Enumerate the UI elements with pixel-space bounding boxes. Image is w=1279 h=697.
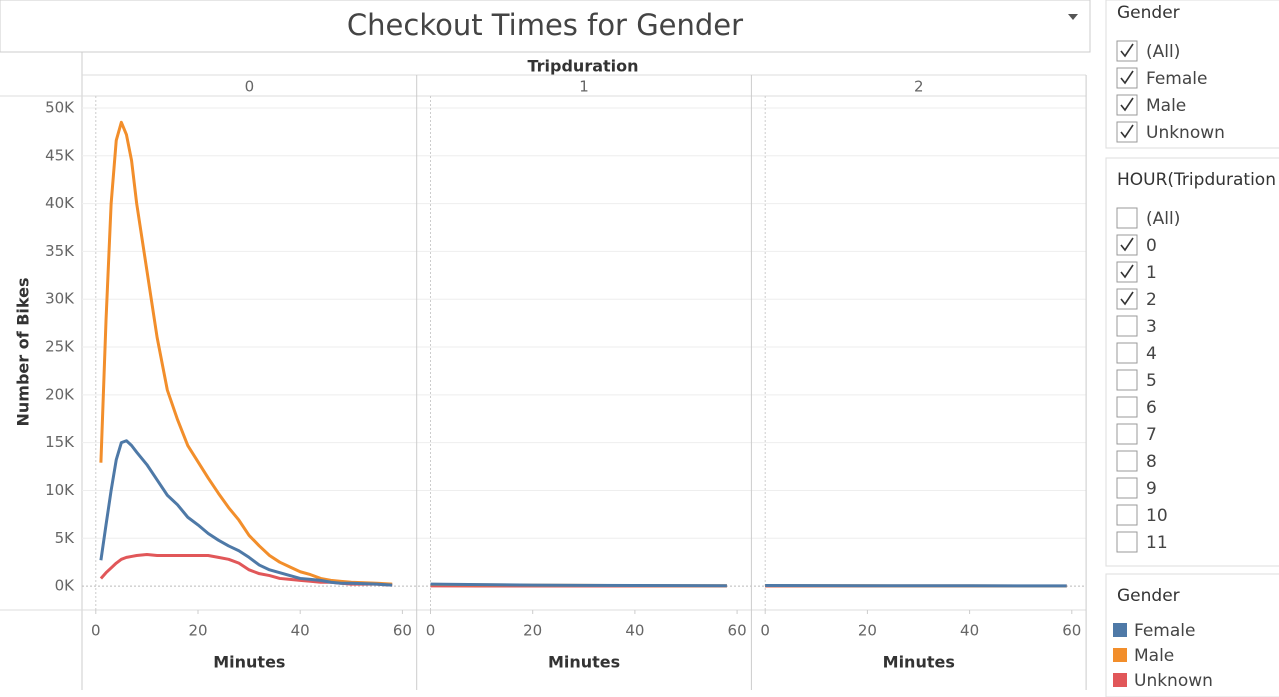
legend-title: Gender <box>1117 586 1180 606</box>
filter-title: HOUR(Tripduration <box>1117 170 1276 190</box>
filter-item-label[interactable]: 0 <box>1146 236 1157 256</box>
filter-item-label[interactable]: Male <box>1146 96 1186 116</box>
y-tick-label: 45K <box>45 146 75 164</box>
x-tick-label: 20 <box>188 622 207 640</box>
series-line <box>430 582 727 588</box>
legend-swatch <box>1113 623 1127 637</box>
dropdown-arrow[interactable] <box>1068 14 1078 20</box>
checkbox[interactable] <box>1116 396 1138 418</box>
series-line <box>99 439 393 587</box>
filter-item-label[interactable]: Female <box>1146 69 1207 89</box>
checkbox[interactable] <box>1116 315 1138 337</box>
series-line <box>99 120 393 586</box>
x-axis-title: Minutes <box>213 653 285 672</box>
legend-panel <box>1105 573 1279 697</box>
checkbox[interactable] <box>1116 369 1138 391</box>
checkbox[interactable] <box>1116 450 1138 472</box>
x-tick-label: 0 <box>760 622 770 640</box>
filter-item-label[interactable]: (All) <box>1146 42 1180 62</box>
filter-panel <box>1105 157 1279 567</box>
checkbox[interactable] <box>1116 234 1138 256</box>
checkbox[interactable] <box>1116 288 1138 310</box>
y-tick-label: 5K <box>55 529 76 547</box>
x-tick-label: 40 <box>291 622 310 640</box>
filter-item-label[interactable]: (All) <box>1146 209 1180 229</box>
check-mark <box>1120 237 1134 252</box>
column-header: Tripduration <box>527 57 638 76</box>
panel-label: 1 <box>579 78 589 96</box>
filter-item-label[interactable]: 10 <box>1146 506 1168 526</box>
filter-item-label[interactable]: 3 <box>1146 317 1157 337</box>
filter-item-label[interactable]: 2 <box>1146 290 1157 310</box>
title-box <box>0 0 1091 53</box>
y-tick-label: 40K <box>45 194 75 212</box>
checkbox[interactable] <box>1116 342 1138 364</box>
y-tick-label: 0K <box>55 577 76 595</box>
checkbox[interactable] <box>1116 94 1138 116</box>
y-tick-label: 10K <box>45 481 75 499</box>
x-tick-label: 0 <box>426 622 436 640</box>
filter-item-label[interactable]: 7 <box>1146 425 1157 445</box>
check-mark <box>1120 124 1134 139</box>
panel-label: 2 <box>914 78 924 96</box>
legend-swatch <box>1113 673 1127 687</box>
legend-label: Male <box>1134 646 1174 666</box>
x-axis-title: Minutes <box>548 653 620 672</box>
chart-title: Checkout Times for Gender <box>347 8 743 42</box>
filter-title: Gender <box>1117 3 1180 23</box>
checkbox[interactable] <box>1116 504 1138 526</box>
checkbox[interactable] <box>1116 477 1138 499</box>
y-tick-label: 35K <box>45 242 75 260</box>
check-mark <box>1120 291 1134 306</box>
x-tick-label: 0 <box>91 622 101 640</box>
panel-label: 0 <box>245 78 255 96</box>
checkbox[interactable] <box>1116 423 1138 445</box>
y-tick-label: 20K <box>45 385 75 403</box>
check-mark <box>1120 70 1134 85</box>
y-axis-title: Number of Bikes <box>14 277 33 426</box>
filter-item-label[interactable]: 9 <box>1146 479 1157 499</box>
x-tick-label: 40 <box>625 622 644 640</box>
y-tick-label: 30K <box>45 290 75 308</box>
check-mark <box>1120 43 1134 58</box>
series-line <box>99 553 393 587</box>
checkbox[interactable] <box>1116 121 1138 143</box>
x-tick-label: 60 <box>1062 622 1081 640</box>
y-tick-label: 15K <box>45 433 75 451</box>
filter-item-label[interactable]: 6 <box>1146 398 1157 418</box>
filter-item-label[interactable]: 11 <box>1146 533 1168 553</box>
x-tick-label: 60 <box>728 622 747 640</box>
x-tick-label: 20 <box>858 622 877 640</box>
check-mark <box>1120 264 1134 279</box>
x-tick-label: 60 <box>393 622 412 640</box>
x-tick-label: 20 <box>523 622 542 640</box>
y-tick-label: 25K <box>45 338 75 356</box>
filter-item-label[interactable]: Unknown <box>1146 123 1225 143</box>
filter-item-label[interactable]: 5 <box>1146 371 1157 391</box>
legend-label: Female <box>1134 621 1195 641</box>
checkbox[interactable] <box>1116 207 1138 229</box>
filter-item-label[interactable]: 8 <box>1146 452 1157 472</box>
check-mark <box>1120 97 1134 112</box>
filter-item-label[interactable]: 4 <box>1146 344 1157 364</box>
filter-panel <box>1105 0 1279 149</box>
checkbox[interactable] <box>1116 261 1138 283</box>
x-tick-label: 40 <box>960 622 979 640</box>
x-axis-title: Minutes <box>883 653 955 672</box>
y-tick-label: 50K <box>45 98 75 116</box>
legend-label: Unknown <box>1134 671 1213 691</box>
legend-swatch <box>1113 648 1127 662</box>
checkbox[interactable] <box>1116 67 1138 89</box>
filter-item-label[interactable]: 1 <box>1146 263 1157 283</box>
checkbox[interactable] <box>1116 40 1138 62</box>
checkbox[interactable] <box>1116 531 1138 553</box>
